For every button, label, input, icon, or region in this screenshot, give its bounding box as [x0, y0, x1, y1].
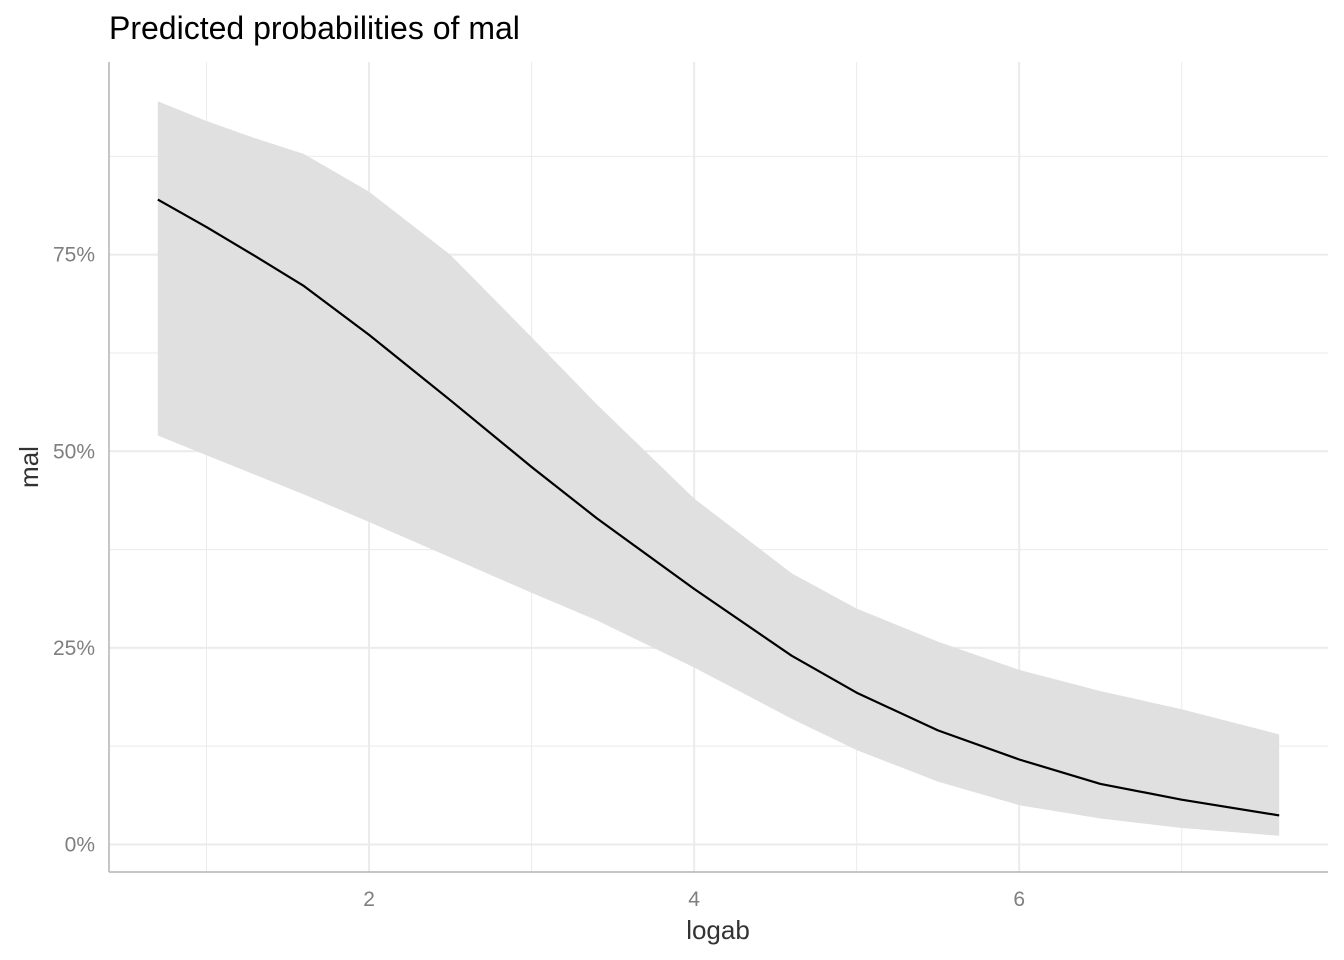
- x-tick-label: 6: [1013, 888, 1025, 911]
- x-tick-label: 2: [363, 888, 375, 911]
- y-tick-label: 50%: [53, 440, 95, 463]
- x-tick-label: 4: [688, 888, 700, 911]
- y-axis-title: mal: [14, 446, 44, 488]
- y-tick-label: 25%: [53, 637, 95, 660]
- prediction-line: [157, 198, 1280, 817]
- y-tick-label: 75%: [53, 244, 95, 267]
- y-tick-label: 0%: [65, 833, 95, 856]
- x-axis-title: logab: [686, 915, 750, 945]
- chart-title: Predicted probabilities of mal: [109, 10, 520, 46]
- confidence-band: [157, 101, 1280, 836]
